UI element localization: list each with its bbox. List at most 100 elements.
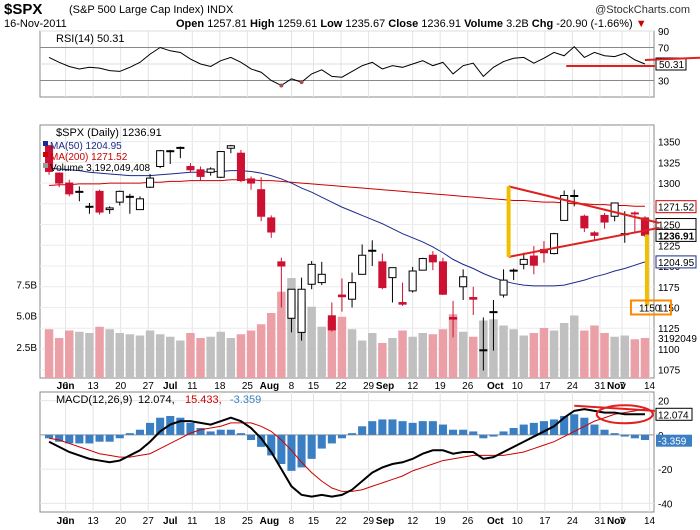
macd-histogram-bar: [378, 419, 387, 435]
volume-value: 3.2B: [506, 18, 529, 30]
price-tick-label: 1150: [658, 303, 680, 314]
target-box: [629, 299, 672, 316]
price-tick-label: 1225: [658, 241, 681, 252]
candle-body: [519, 258, 528, 265]
volume-bar: [610, 336, 619, 378]
ma50-tag-box: [655, 255, 697, 269]
macd-tick-label: 20: [658, 397, 670, 408]
triangle-lower-line: [508, 226, 660, 258]
x-tick-label: 12: [407, 516, 419, 527]
x-tick-label: 24: [567, 516, 579, 527]
macd-histogram-bar: [418, 421, 427, 435]
ma200-legend-swatch: [43, 152, 48, 157]
macd-value-tag: [655, 407, 693, 421]
macd-histogram-bar: [125, 433, 134, 435]
high-value: 1259.61: [277, 18, 318, 30]
candle-body: [368, 249, 377, 252]
ma200-tag-box: [655, 200, 697, 214]
macd-histogram-bar: [590, 424, 599, 435]
volume-bar: [125, 334, 135, 378]
candle-body: [156, 150, 165, 167]
macd-histogram-bar: [560, 416, 569, 435]
candle-body: [459, 276, 468, 288]
candle-body: [408, 270, 417, 292]
macd-histogram-bar: [196, 428, 205, 435]
macd-histogram-bar: [620, 434, 629, 437]
macd-histogram-bar: [630, 434, 639, 439]
volume-bar: [267, 313, 276, 378]
rsi-oversold-point: [299, 80, 304, 85]
macd-histogram-bar: [499, 431, 508, 435]
macd-histogram-bar: [75, 434, 84, 444]
macd-histogram-bar: [519, 424, 528, 435]
volume-bar: [368, 333, 377, 378]
rsi-legend: RSI(14) 50.31: [56, 33, 124, 45]
macd-histogram-bar: [570, 414, 579, 435]
volume-bar: [438, 329, 448, 378]
volume-bar: [559, 323, 569, 378]
x-tick-label: 25: [242, 381, 254, 392]
candle-body: [358, 254, 367, 275]
volume-tick-label: 5.0B: [16, 312, 37, 323]
x-tick-label: 17: [539, 516, 551, 527]
price-legend-symbol: $SPX (Daily) 1236.91: [56, 127, 162, 139]
macd-histogram-bar: [398, 421, 407, 435]
rsi-oversold-point: [279, 83, 284, 88]
candle-body: [307, 263, 316, 285]
candle-body: [186, 165, 195, 171]
x-tick-label: 6: [63, 381, 69, 392]
x-tick-label: 31: [594, 381, 606, 392]
macd-histogram-bar: [438, 424, 447, 435]
macd-histogram-bar: [388, 419, 397, 435]
candle-body: [95, 190, 104, 213]
x-tick-label: 8: [289, 381, 295, 392]
volume-bar: [135, 335, 145, 378]
candle-body: [337, 294, 346, 298]
volume-bar: [246, 330, 256, 378]
price-tick-label: 1175: [658, 283, 680, 294]
close-label: Close: [388, 18, 419, 30]
macd-histogram-bar: [45, 434, 54, 439]
candle-body: [327, 315, 336, 331]
macd-histogram-bar: [640, 434, 649, 440]
volume-bar: [428, 334, 438, 378]
volume-legend: Volume 3,192,049,408: [50, 163, 151, 174]
macd-histogram-bar: [297, 434, 306, 468]
volume-tag: 3192049: [658, 334, 697, 345]
ohlc-summary: Open 1257.81 High 1259.61 Low 1235.67 Cl…: [176, 18, 647, 30]
x-tick-label: 10: [512, 381, 524, 392]
macd-histogram-bar: [135, 429, 144, 435]
volume-tick-label: 7.5B: [16, 280, 37, 291]
x-tick-label: 22: [335, 381, 347, 392]
candle-body: [509, 269, 518, 272]
x-tick-label: 26: [462, 381, 474, 392]
x-tick-label: 19: [435, 381, 447, 392]
volume-bar: [448, 314, 458, 378]
volume-bar: [226, 338, 236, 378]
candle-body: [580, 215, 589, 229]
source-credit[interactable]: @StockCharts.com: [595, 4, 690, 16]
candle-body: [216, 151, 225, 178]
chg-value: -20.90 (-1.66%): [556, 18, 633, 30]
volume-bar: [529, 333, 539, 378]
candle-body: [317, 273, 326, 284]
volume-bar: [317, 326, 326, 378]
volume-bar: [590, 325, 599, 378]
macd-histogram-bar: [277, 434, 286, 464]
volume-bar: [155, 334, 165, 378]
candle-body: [449, 316, 458, 320]
x-tick-label: Nov: [607, 516, 626, 527]
macd-histogram-bar: [408, 422, 417, 435]
chart-date: 16-Nov-2011: [4, 18, 67, 30]
candle-body: [146, 177, 155, 188]
x-tick-label: 18: [214, 381, 226, 392]
price-tick-label: 1350: [658, 138, 681, 149]
macd-histogram-bar: [287, 434, 296, 471]
macd-histogram-bar: [95, 434, 104, 442]
candle-body: [277, 261, 286, 267]
macd-histogram-bar: [348, 433, 357, 435]
macd-line: [48, 408, 645, 498]
candle-body: [257, 189, 266, 217]
macd-histogram-bar: [358, 426, 367, 435]
macd-histogram-bar: [55, 434, 64, 442]
